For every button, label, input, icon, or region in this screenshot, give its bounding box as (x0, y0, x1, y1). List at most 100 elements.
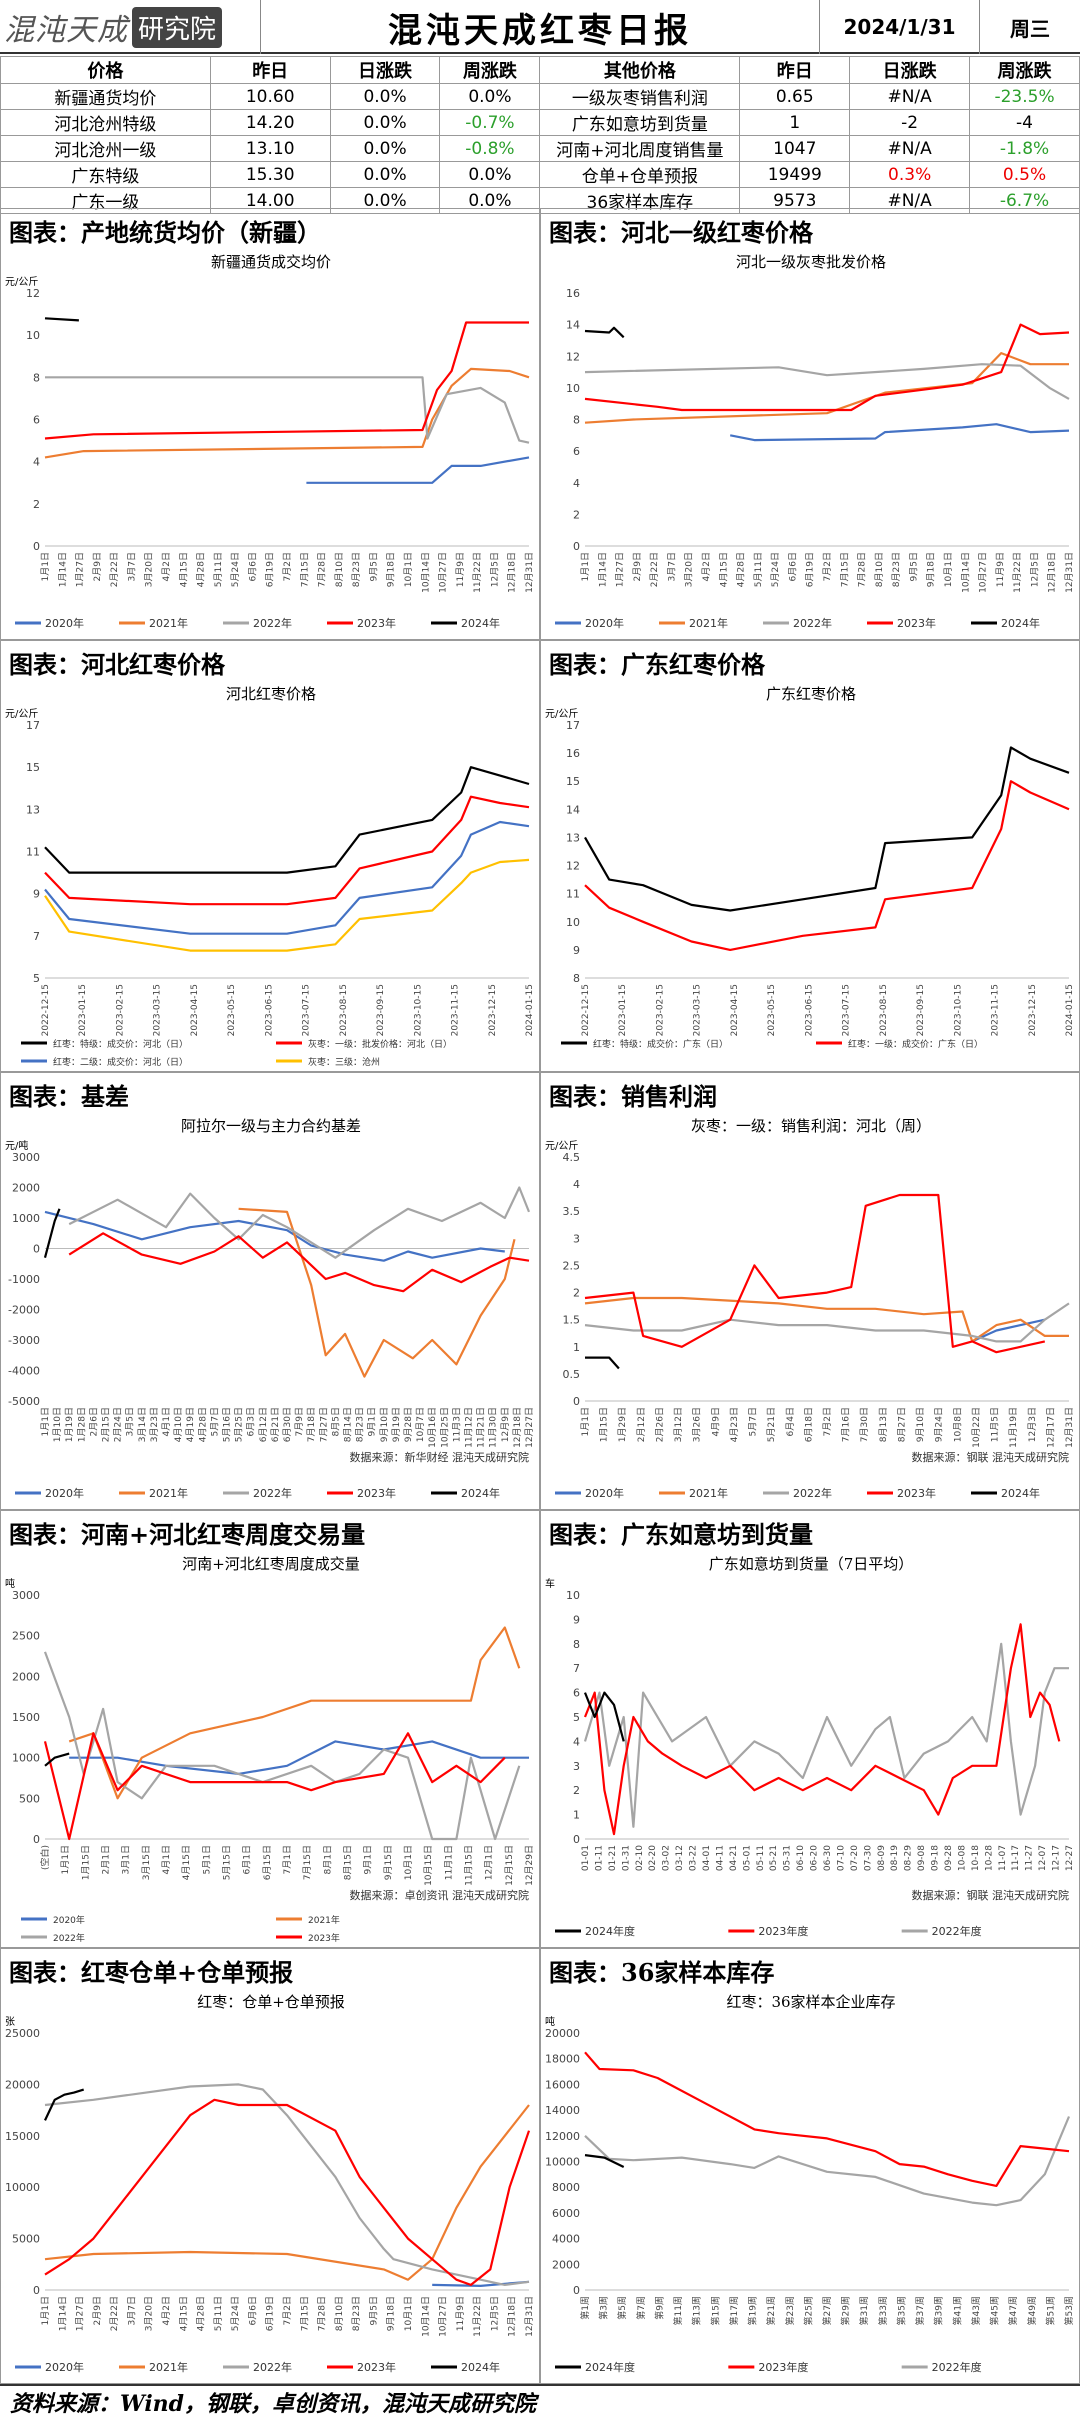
table-cell: 0.0% (439, 187, 541, 214)
x-tick-label: 8月23日 (891, 552, 902, 587)
legend-label: 2023年 (357, 616, 396, 630)
x-tick-label: 5月21日 (766, 1407, 777, 1442)
x-tick-label: 12月9日 (500, 1407, 511, 1442)
y-tick-label: 2.5 (563, 1259, 581, 1272)
x-tick-label: 第53周 (1063, 2296, 1075, 2325)
x-tick-label: 09-28 (944, 1845, 954, 1871)
x-tick-label: 11月9日 (455, 552, 466, 587)
chart-panel-weekly-volume: 图表：河南+河北红枣周度交易量 河南+河北红枣周度成交量吨 0 500 1000 150… (0, 1510, 540, 1948)
y-tick-label: 5 (33, 972, 40, 985)
table-cell: 0.0% (439, 83, 541, 110)
y-tick-label: 0 (573, 2284, 580, 2297)
x-tick-label: 10-08 (957, 1845, 967, 1871)
x-tick-label: 3月7日 (126, 2296, 137, 2325)
x-tick-label: 7月2日 (282, 552, 293, 581)
x-tick-label: 06-30 (823, 1845, 833, 1871)
x-tick-label: 8月14日 (343, 1407, 354, 1442)
x-tick-label: 4月28日 (196, 2296, 207, 2331)
legend-label: 2021年 (308, 1914, 340, 1926)
legend-label: 红枣：一级：成交价：广东（日） (848, 1038, 983, 1050)
y-axis-label: 元/公斤 (5, 708, 38, 720)
x-tick-label: 第11周 (672, 2296, 684, 2325)
legend-label: 2021年 (689, 616, 728, 630)
x-tick-label: 6月6日 (247, 2296, 258, 2325)
x-tick-label: 1月1日 (40, 2296, 51, 2325)
x-tick-label: 6月1日 (242, 1845, 253, 1874)
x-tick-label: 2023-09-15 (376, 984, 386, 1036)
series-line (43, 1651, 521, 1841)
x-tick-label: 10月1日 (403, 552, 414, 587)
x-tick-label: 8月15日 (343, 1845, 354, 1880)
x-tick-label: 12月18日 (512, 1407, 523, 1448)
logo-text: 混沌天成 (4, 13, 128, 48)
y-tick-label: 10 (26, 329, 40, 342)
x-tick-label: 8月27日 (896, 1407, 907, 1442)
x-tick-label: 1月14日 (597, 552, 608, 587)
y-tick-label: 0.5 (563, 1368, 581, 1381)
x-tick-label: 12月17日 (1045, 1407, 1056, 1448)
legend-label: 红枣：特级：成交价：广东（日） (593, 1038, 728, 1050)
series-line (44, 1752, 70, 1767)
x-tick-label: 1月1日 (60, 1845, 71, 1874)
x-tick-label: 03-22 (689, 1845, 699, 1871)
y-tick-label: 2000 (12, 1182, 40, 1195)
y-tick-label: 16000 (545, 2078, 580, 2091)
table-cell: #N/A (849, 187, 971, 214)
y-tick-label: 8 (573, 414, 580, 427)
series-line (583, 1642, 1069, 1828)
y-tick-label: 15000 (5, 2130, 40, 2143)
x-tick-label: 5月11日 (213, 552, 224, 587)
y-tick-label: 4 (573, 1178, 580, 1191)
table-cell: #N/A (849, 83, 971, 110)
legend-label: 2020年 (45, 616, 84, 630)
x-tick-label: 12月15日 (504, 1845, 515, 1886)
y-tick-label: 10 (566, 1589, 580, 1602)
y-tick-label: 7 (573, 1662, 580, 1675)
x-tick-label: 8月10日 (874, 552, 885, 587)
legend-label: 2022年度 (932, 1924, 982, 1938)
chart-title: 河北红枣价格 (226, 685, 316, 703)
x-tick-label: 7月15日 (302, 1845, 313, 1880)
chart-title: 红枣：仓单+仓单预报 (197, 1993, 345, 2011)
chart-hebei-grade1: 河北一级灰枣批发价格 0 2 4 6 8 10 12 14 16 1月1日 1月14日 1月27日 2月9… (555, 253, 1075, 630)
x-tick-label: 03-12 (675, 1845, 685, 1871)
x-tick-label: 6月30日 (282, 1407, 293, 1442)
legend-label: 2024年度 (585, 2360, 635, 2374)
x-tick-label: 4月1日 (161, 1407, 172, 1436)
x-tick-label: 2月12日 (636, 1407, 647, 1442)
legend-label: 2023年 (357, 1486, 396, 1500)
legend-label: 2024年 (461, 616, 500, 630)
x-tick-label: 9月5日 (908, 552, 919, 581)
y-tick-label: 14 (566, 803, 580, 816)
x-tick-label: 6月18日 (803, 1407, 814, 1442)
x-tick-label: 1月1日 (40, 552, 51, 581)
x-tick-label: 第7周 (635, 2296, 647, 2320)
x-tick-label: 08-29 (904, 1845, 914, 1871)
series-line (584, 2154, 625, 2168)
y-tick-label: 12 (566, 860, 580, 873)
y-tick-label: 7 (33, 930, 40, 943)
x-tick-label: 5月24日 (230, 2296, 241, 2331)
x-tick-label: 5月11日 (213, 2296, 224, 2331)
x-tick-label: 08-19 (890, 1845, 900, 1871)
chart-title: 新疆通货成交均价 (211, 253, 331, 271)
x-tick-label: 2022-12-15 (581, 984, 591, 1036)
y-tick-label: 9 (33, 888, 40, 901)
series-line (69, 1740, 529, 1775)
x-tick-label: 8月23日 (351, 552, 362, 587)
x-tick-label: 10月27日 (978, 552, 989, 593)
y-tick-label: 2 (33, 498, 40, 511)
y-tick-label: 1000 (12, 1752, 40, 1765)
legend-label: 2023年 (897, 616, 936, 630)
series-line (44, 858, 530, 952)
x-tick-label: 05-31 (783, 1845, 793, 1871)
report-date: 2024/1/31 (820, 0, 980, 54)
y-tick-label: 2 (573, 1287, 580, 1300)
x-tick-label: 1月15日 (599, 1407, 610, 1442)
y-tick-label: 2000 (12, 1670, 40, 1683)
legend-label: 2023年度 (758, 2360, 808, 2374)
y-tick-label: 2 (573, 1784, 580, 1797)
x-tick-label: 1月1日 (580, 552, 591, 581)
series-line (44, 766, 530, 874)
